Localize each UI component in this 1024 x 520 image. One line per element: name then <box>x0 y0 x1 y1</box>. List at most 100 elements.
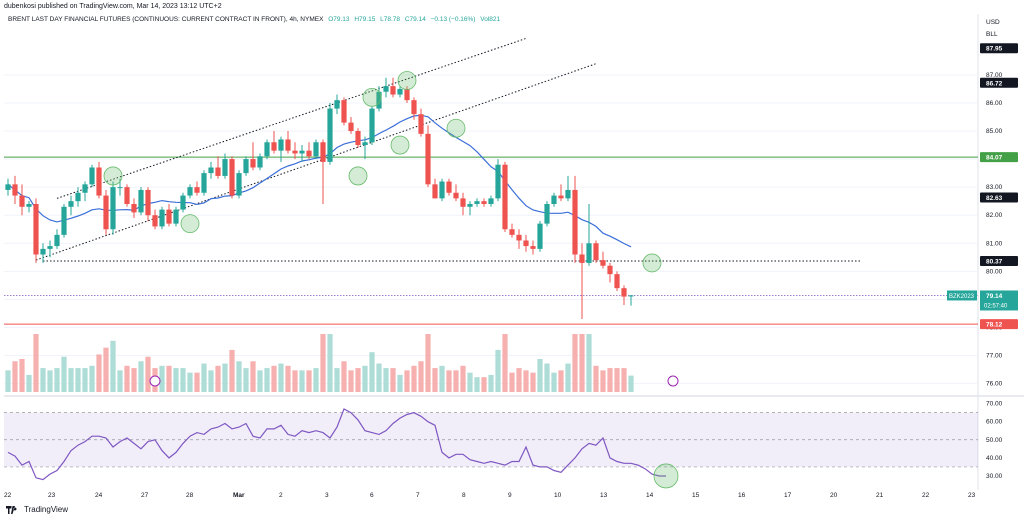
candle-body <box>145 189 151 216</box>
volume-bar <box>593 365 599 392</box>
volume-bar <box>572 334 578 392</box>
candle-body <box>152 215 158 227</box>
candle-body <box>418 114 424 134</box>
volume-bar <box>75 368 81 392</box>
volume-bar <box>117 370 123 392</box>
candle-body <box>47 246 53 249</box>
candle-body <box>558 195 564 199</box>
volume-bar <box>544 363 550 392</box>
rsi-tick-label: 40.00 <box>986 455 1003 462</box>
legend-volume: Vol821 <box>480 16 501 23</box>
price-tag-label: 84.07 <box>986 155 1003 162</box>
candle-body <box>502 164 508 230</box>
time-tick-label: 28 <box>186 492 194 499</box>
volume-bar <box>229 349 235 392</box>
volume-bar <box>257 370 263 392</box>
candle-body <box>138 189 144 213</box>
volume-bar <box>348 370 354 392</box>
current-price-tag <box>980 290 1018 311</box>
candle-body <box>187 187 193 196</box>
candle-body <box>523 240 529 247</box>
volume-bar <box>355 368 361 392</box>
symbol-tag <box>947 290 977 301</box>
candle-body <box>579 254 585 263</box>
volume-bar <box>362 365 368 392</box>
price-tag-label: 86.72 <box>986 80 1003 87</box>
candle-body <box>166 209 172 224</box>
volume-bar <box>138 361 144 392</box>
candle-body <box>341 100 347 123</box>
volume-bar <box>61 356 67 392</box>
chart-legend: BRENT LAST DAY FINANCIAL FUTURES (CONTIN… <box>8 16 503 23</box>
candle-body <box>446 181 452 193</box>
tradingview-footer[interactable]: TradingView <box>6 505 68 514</box>
volume-bar <box>12 361 18 392</box>
price-tick-label: 86.00 <box>986 100 1003 107</box>
price-tick-label: 83.00 <box>986 184 1003 191</box>
volume-bar <box>558 370 564 392</box>
tradingview-logo-icon <box>6 505 17 514</box>
rsi-tick-label: 60.00 <box>986 419 1003 426</box>
candle-body <box>488 198 494 204</box>
candle-body <box>593 243 599 261</box>
volume-bar <box>551 372 557 392</box>
candle-body <box>425 133 431 185</box>
candle-body <box>54 234 60 247</box>
time-tick-label: 24 <box>95 492 103 499</box>
candle-body <box>68 201 74 207</box>
volume-bar <box>292 370 298 392</box>
time-tick-label: 7 <box>416 492 420 499</box>
candle-body <box>355 131 361 146</box>
candle-body <box>348 122 354 132</box>
highlight-circle <box>446 118 466 138</box>
volume-bar <box>453 370 459 392</box>
rsi-tick-label: 30.00 <box>986 473 1003 480</box>
candle-body <box>404 88 410 101</box>
candle-body <box>299 150 305 154</box>
price-tag-label: 80.37 <box>986 258 1003 265</box>
volume-bar <box>250 361 256 392</box>
volume-bar <box>341 361 347 392</box>
footer-brand: TradingView <box>24 505 69 514</box>
volume-bar <box>439 365 445 392</box>
volume-bar <box>467 372 473 392</box>
candle-body <box>278 139 284 151</box>
candle-body <box>5 184 11 190</box>
candle-body <box>390 86 396 95</box>
time-tick-label: 13 <box>600 492 608 499</box>
time-tick-label: 2 <box>279 492 283 499</box>
volume-bar <box>516 368 522 392</box>
candle-body <box>26 203 32 207</box>
volume-bar <box>565 363 571 392</box>
volume-bar <box>19 359 25 392</box>
volume-bar <box>502 334 508 392</box>
time-tick-label: 27 <box>141 492 149 499</box>
highlight-circle <box>180 214 200 234</box>
candle-body <box>257 156 263 168</box>
volume-bar <box>243 368 249 392</box>
volume-bar <box>96 354 102 392</box>
candle-body <box>453 192 459 199</box>
price-tick-label: 76.00 <box>986 381 1003 388</box>
price-tag-label: 87.95 <box>986 46 1003 53</box>
candle-body <box>460 198 466 207</box>
price-tag <box>980 255 1018 266</box>
volume-bar <box>215 365 221 392</box>
volume-bar <box>376 363 382 392</box>
price-tag <box>980 319 1018 330</box>
volume-bar <box>537 359 543 392</box>
candle-body <box>285 139 291 151</box>
candle-body <box>194 187 200 193</box>
volume-bar <box>313 368 319 392</box>
volume-bar <box>446 370 452 392</box>
highlight-circle <box>362 87 382 107</box>
axis-unit-label: BLL <box>986 31 998 38</box>
volume-bar <box>621 368 627 392</box>
volume-bar <box>131 368 137 392</box>
volume-bar <box>495 349 501 392</box>
candle-body <box>516 234 522 241</box>
candle-body <box>110 187 116 230</box>
volume-bar <box>124 365 130 392</box>
time-tick-label: Mar <box>233 492 245 499</box>
